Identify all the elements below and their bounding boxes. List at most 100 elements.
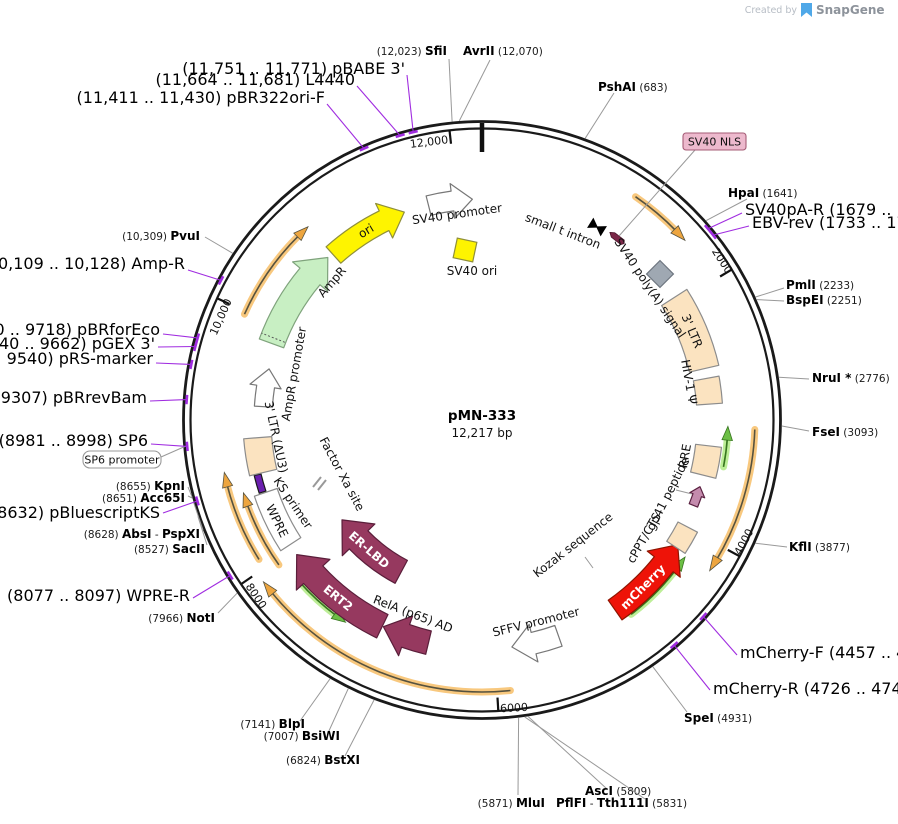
glyph-small-t-intron-glyph	[587, 217, 607, 237]
glyph-sv40-polya-diamond	[645, 259, 675, 289]
tick-10000	[216, 297, 230, 305]
enzyme-line-kpni	[187, 486, 193, 498]
primer-line-amp-r	[187, 269, 222, 281]
feature-ert2	[295, 554, 389, 639]
enzyme-label-spei: SpeI (4931)	[684, 711, 752, 725]
enzyme-line-absi-pspxi	[192, 501, 204, 531]
primer-label-sp6: (8981 .. 8998) SP6	[0, 431, 148, 450]
feature-rre	[690, 443, 723, 479]
enzyme-label-sfii: (12,023) SfiI	[377, 44, 447, 58]
enzyme-line-pmli	[755, 287, 785, 298]
enzyme-line-nrui	[778, 376, 810, 380]
enzyme-label-pshai: PshAI (683)	[598, 80, 668, 94]
plasmid-name: pMN-333	[448, 408, 516, 424]
enzyme-label-avrii: AvrII (12,070)	[463, 44, 543, 58]
label-sp6-promoter: SP6 promoter	[84, 454, 160, 467]
primer-tick-l4440	[395, 133, 405, 139]
orf-arc-orange-1	[709, 426, 759, 572]
enzyme-line-bstxi	[344, 699, 375, 757]
plasmid-size: 12,217 bp	[451, 426, 512, 440]
label-sv40-nls: SV40 NLS	[688, 136, 741, 149]
feature-rela-p65-ad	[382, 615, 432, 657]
primer-tick-pbluescriptks	[194, 496, 200, 506]
primer-tick-mcherry-r	[669, 641, 679, 650]
feature-sffv-promoter	[511, 623, 563, 663]
enzyme-line-spei	[652, 666, 688, 713]
primer-line-pbrforeco	[162, 333, 198, 339]
feature-label-sv40-ori: SV40 ori	[447, 264, 498, 278]
primer-label-pbluescriptks: (8616 .. 8632) pBluescriptKS	[0, 503, 160, 522]
sv40-nls-line	[618, 149, 696, 237]
feature-mcherry	[607, 544, 681, 621]
primer-label-pbabe-3: (11,751 .. 11,771) pBABE 3'	[182, 59, 405, 78]
enzyme-line-fsei	[781, 425, 810, 432]
primer-line-ebv-rev	[712, 225, 750, 236]
primer-label-sv40pa-r: SV40pA-R (1679 .. 1698)	[745, 200, 898, 219]
primer-tick-sv40pa-r	[703, 224, 712, 234]
enzyme-line-sfii	[448, 58, 453, 122]
label-box-sv40-nls	[682, 132, 747, 151]
primer-label-prs-marker: (9521 .. 9540) pRS-marker	[0, 349, 153, 368]
plasmid-backbone-outer	[182, 120, 782, 720]
tick-8000	[240, 575, 253, 586]
primer-label-l4440: (11,664 .. 11,681) L4440	[155, 70, 355, 89]
tick-12000	[448, 130, 453, 144]
enzyme-label-bspei: BspEI (2251)	[786, 293, 862, 307]
feature-er-lbd	[341, 519, 408, 584]
enzyme-label-blpi: (7141) BlpI	[240, 717, 305, 731]
feature-wpre	[253, 487, 302, 552]
enzyme-label-hpai: HpaI (1641)	[728, 186, 797, 200]
enzyme-label-kfli: KflI (3877)	[789, 540, 850, 554]
primer-label-mcherry-f: mCherry-F (4457 .. 4476)	[740, 643, 898, 662]
primer-line-prs-marker	[155, 362, 192, 365]
enzyme-label-asci: AscI (5809)	[585, 784, 651, 798]
primer-line-sp6	[150, 443, 188, 447]
kozak-line	[584, 556, 594, 569]
feature-label-rre: RRE	[676, 443, 694, 469]
enzyme-line-bspei	[756, 299, 785, 302]
enzyme-line-avrii	[458, 59, 491, 122]
enzyme-label-kpni: (8655) KpnI	[116, 479, 185, 493]
enzyme-label-bstxi: (6824) BstXI	[286, 753, 360, 767]
primer-label-pbrrevbam: (9288 .. 9307) pBRrevBam	[0, 388, 147, 407]
feature-hiv1-psi	[692, 375, 723, 406]
enzyme-label-bsiwi: (7007) BsiWI	[264, 729, 340, 743]
enzyme-label-absi-pspxi: (8628) AbsI - PspXI	[84, 527, 200, 541]
primer-label-pgex-3: (9640 .. 9662) pGEX 3'	[0, 334, 155, 353]
feature-label-ori: ori	[356, 221, 377, 241]
enzyme-line-noti	[217, 592, 238, 614]
enzyme-label-nrui: NruI * (2776)	[812, 371, 890, 385]
primer-line-mcherry-f	[702, 616, 738, 656]
feature-3ltr	[661, 288, 720, 373]
primer-label-wpre-r: (8077 .. 8097) WPRE-R	[7, 586, 190, 605]
feature-ampr	[258, 256, 329, 349]
feature-cppt-cts	[666, 521, 699, 554]
primer-tick-pbrforeco	[195, 333, 201, 343]
enzyme-label-sacii: (8527) SacII	[134, 542, 205, 556]
primer-line-pgex-3	[157, 345, 196, 348]
tick-4000	[727, 548, 741, 558]
enzyme-line-acc65i	[187, 495, 193, 499]
enzyme-line-pflfi-tth111i	[524, 716, 646, 800]
glyph-sv40-ori-square	[452, 237, 478, 263]
enzyme-line-pshai	[584, 92, 615, 139]
sp6-promoter-line	[160, 445, 187, 458]
primer-label-amp-r: (10,109 .. 10,128) Amp-R	[0, 254, 185, 273]
feature-ks-primer	[253, 473, 267, 494]
primer-label-ebv-rev: EBV-rev (1733 .. 1752)	[752, 213, 898, 232]
enzyme-line-mlui	[517, 717, 520, 796]
primer-label-mcherry-r: mCherry-R (4726 .. 4744)	[713, 679, 898, 698]
primer-tick-pbrrevbam	[185, 394, 189, 405]
primer-tick-pbr322ori-f	[359, 145, 369, 152]
enzyme-line-pvui	[204, 236, 233, 254]
watermark: Created by SnapGene	[745, 3, 885, 17]
primer-line-mcherry-r	[673, 644, 711, 691]
orf-arc-orange-2	[262, 580, 514, 696]
primer-tick-mcherry-f	[699, 612, 708, 621]
primer-tick-wpre-r	[226, 570, 234, 581]
tick-2000	[719, 268, 733, 278]
primer-tick-ebv-rev	[709, 230, 718, 240]
primer-tick-amp-r	[217, 275, 225, 286]
